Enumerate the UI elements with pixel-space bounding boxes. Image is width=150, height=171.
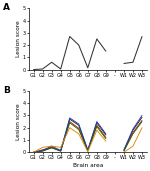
Y-axis label: Lesion score: Lesion score <box>16 21 21 57</box>
Text: A: A <box>3 3 10 12</box>
Y-axis label: Lesion score: Lesion score <box>16 103 21 140</box>
Text: B: B <box>3 86 10 95</box>
X-axis label: Brain area: Brain area <box>73 162 103 168</box>
